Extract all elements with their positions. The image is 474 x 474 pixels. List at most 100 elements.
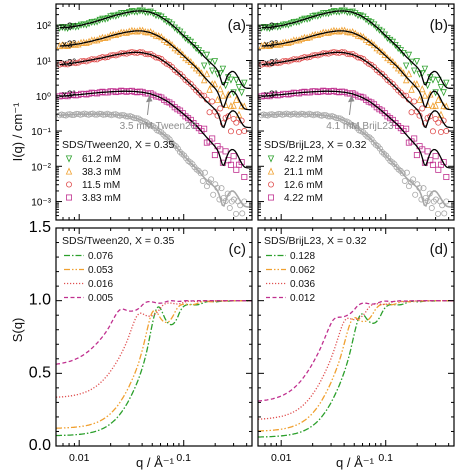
- fit-line: [59, 51, 251, 129]
- legend-marker: [65, 167, 73, 175]
- data-point: [235, 129, 242, 136]
- data-point: [222, 148, 229, 155]
- data-point: [408, 179, 415, 186]
- fit-line: [261, 30, 453, 111]
- data-point: [419, 105, 426, 112]
- legend-title: SDS/BrijL23, X = 0.32: [264, 139, 367, 151]
- data-point: [424, 148, 431, 155]
- x-tick-label-d: 0.01: [271, 452, 292, 464]
- panel-label-c: (c): [229, 241, 247, 258]
- sq-curve-0.062: [258, 300, 454, 432]
- legend-entry: 21.1 mM: [284, 167, 323, 178]
- data-point: [443, 79, 450, 87]
- data-point: [217, 85, 224, 93]
- data-point: [443, 174, 450, 181]
- data-point: [421, 65, 429, 73]
- y-tick-label-a: 10⁻¹: [31, 127, 51, 138]
- data-point: [166, 136, 173, 143]
- data-point: [64, 24, 71, 32]
- y-tick-label-a: 10¹: [37, 56, 52, 67]
- fit-line: [261, 90, 453, 169]
- data-point: [211, 80, 219, 88]
- data-point: [376, 46, 383, 54]
- data-point: [190, 61, 197, 69]
- data-point: [441, 210, 448, 217]
- data-point: [397, 66, 405, 74]
- data-point: [399, 170, 406, 177]
- data-point: [206, 109, 213, 116]
- data-point: [435, 76, 442, 84]
- data-point: [197, 170, 204, 177]
- data-point: [432, 115, 439, 122]
- y-tick-label-c: 1.5: [29, 219, 51, 236]
- fit-line: [59, 10, 252, 90]
- legend-entry: 0.016: [88, 279, 113, 290]
- legend-entry: 0.062: [290, 265, 315, 276]
- panel-label-b: (b): [430, 17, 448, 34]
- data-point: [416, 95, 423, 103]
- data-point: [206, 179, 213, 186]
- fit-line: [261, 113, 453, 208]
- annotation-arrowhead: [145, 95, 153, 103]
- fit-line: [59, 30, 251, 111]
- legend-entry: 42.2 mM: [284, 154, 323, 165]
- data-point: [209, 135, 216, 142]
- data-point: [435, 119, 442, 126]
- series-b-42.2 mM: [258, 7, 454, 97]
- data-point: [166, 19, 173, 27]
- data-point: [389, 159, 396, 166]
- legend-marker: [66, 194, 73, 201]
- data-point: [429, 161, 436, 168]
- data-point: [435, 166, 442, 173]
- data-point: [411, 135, 418, 142]
- scale-factor-label: x3⁴: [264, 22, 279, 33]
- data-point: [189, 161, 196, 168]
- legend-entry: 38.3 mM: [82, 167, 121, 178]
- data-point: [391, 161, 398, 168]
- data-point: [211, 58, 219, 66]
- data-point: [171, 44, 178, 52]
- plot-frame-c: [55, 227, 253, 447]
- series-b-reference: [258, 110, 453, 217]
- data-point: [386, 56, 394, 64]
- data-point: [200, 76, 208, 84]
- y-tick-label-a: 10⁰: [36, 92, 51, 103]
- data-point: [230, 153, 237, 160]
- data-point: [227, 128, 234, 135]
- data-point: [352, 123, 359, 130]
- data-point: [432, 153, 439, 160]
- data-point: [424, 197, 431, 204]
- data-point: [405, 70, 413, 78]
- plot-frame-a: [55, 3, 253, 221]
- data-point: [226, 205, 233, 212]
- sq-curve-0.053: [56, 300, 252, 429]
- legend-entry: 61.2 mM: [82, 154, 121, 165]
- data-point: [187, 159, 194, 166]
- data-point: [239, 210, 246, 217]
- data-point: [421, 91, 429, 99]
- series-a-38.3 mM: [56, 26, 251, 118]
- x-axis-title-right: q / Å⁻¹: [336, 455, 375, 470]
- data-point: [233, 119, 240, 126]
- data-point: [227, 161, 234, 168]
- legend-entry: 3.83 mM: [82, 193, 121, 204]
- y-axis-title-bottom: S(q): [10, 318, 25, 343]
- fit-line: [261, 51, 453, 129]
- data-point: [381, 31, 388, 39]
- data-point: [198, 49, 205, 58]
- data-point: [208, 176, 215, 183]
- legend-marker: [267, 194, 274, 201]
- data-point: [209, 98, 216, 105]
- data-point: [218, 185, 225, 192]
- data-point: [160, 131, 167, 138]
- data-point: [233, 95, 240, 103]
- series-a-11.5 mM: [56, 48, 251, 136]
- data-point: [420, 185, 427, 192]
- panel-label-d: (d): [430, 241, 448, 258]
- data-point: [376, 145, 383, 152]
- panel-d: SDS/BrijL23, X = 0.32 0.128 0.062 0.036 0.01…: [257, 227, 455, 464]
- data-point: [217, 105, 224, 112]
- series-a-3.83 mM: [56, 87, 251, 181]
- data-point: [413, 152, 420, 159]
